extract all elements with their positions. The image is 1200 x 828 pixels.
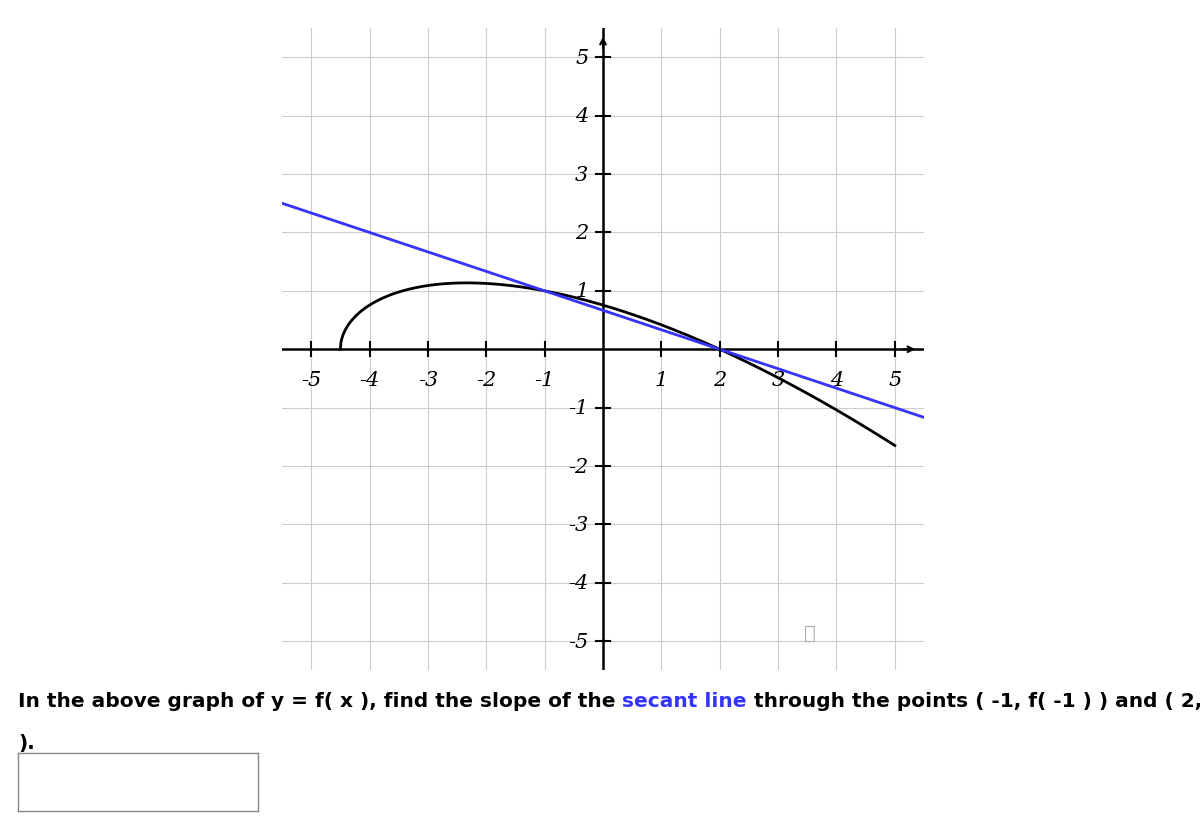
Text: -2: -2 [476,370,497,389]
Text: 4: 4 [575,107,588,126]
Text: -3: -3 [418,370,438,389]
Text: 2: 2 [575,224,588,243]
Text: ).: ). [18,733,35,752]
Text: ⌕: ⌕ [804,623,816,643]
Text: -1: -1 [568,398,588,417]
Text: -5: -5 [301,370,322,389]
Text: -4: -4 [360,370,379,389]
Text: 4: 4 [830,370,844,389]
Text: In the above graph of y = f( x ), find the slope of the: In the above graph of y = f( x ), find t… [18,691,623,710]
Text: 1: 1 [575,282,588,301]
Text: 5: 5 [575,49,588,68]
Text: -1: -1 [534,370,554,389]
Text: -2: -2 [568,457,588,476]
Text: 2: 2 [713,370,726,389]
Text: -3: -3 [568,515,588,534]
Text: 3: 3 [772,370,785,389]
Text: secant line: secant line [623,691,746,710]
Text: 5: 5 [888,370,901,389]
Text: -5: -5 [568,632,588,651]
Text: 3: 3 [575,166,588,185]
Text: -4: -4 [568,574,588,593]
Text: through the points ( -1, f( -1 ) ) and ( 2, f( 2 ): through the points ( -1, f( -1 ) ) and (… [748,691,1200,710]
Text: 1: 1 [655,370,668,389]
